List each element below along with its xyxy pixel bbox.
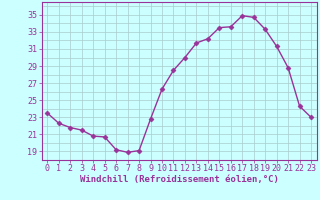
X-axis label: Windchill (Refroidissement éolien,°C): Windchill (Refroidissement éolien,°C): [80, 175, 279, 184]
